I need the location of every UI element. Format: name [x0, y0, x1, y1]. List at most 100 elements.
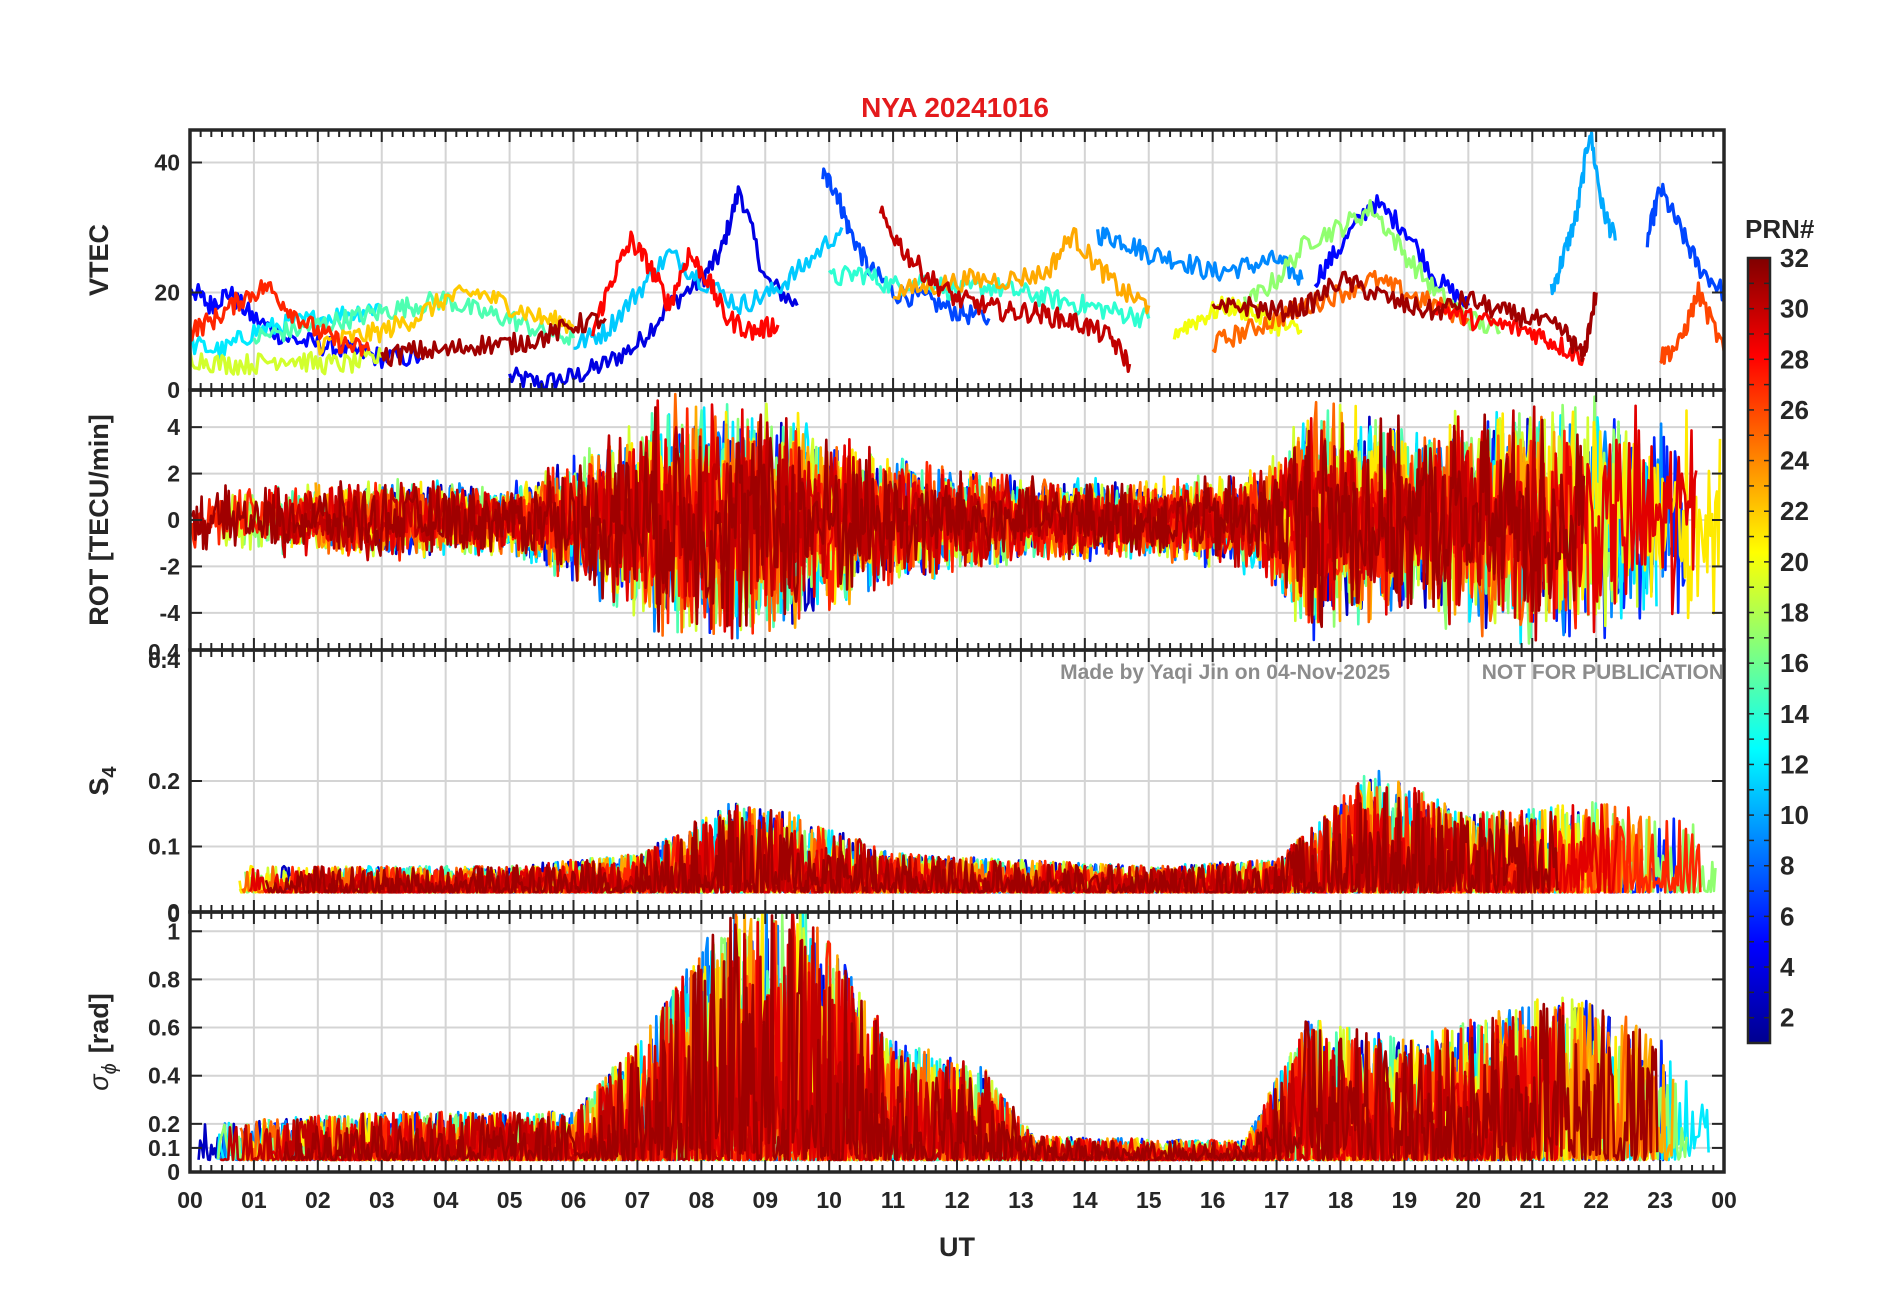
sigma-ytick-label: 0.2 [148, 1111, 180, 1137]
vtec-line-prn-17-11 [1243, 199, 1502, 335]
colorbar-tick-label: 28 [1780, 344, 1809, 374]
watermark-author: Made by Yaqi Jin on 04-Nov-2025 [1060, 661, 1390, 684]
colorbar-title: PRN# [1745, 214, 1815, 244]
s4-series [238, 769, 1717, 894]
colorbar-tick-label: 16 [1780, 648, 1809, 678]
rot-ylabel: ROT [TECU/min] [84, 414, 114, 625]
sigma-ytick-label: 0.6 [148, 1015, 180, 1041]
s4-ytick-label: 0.1 [148, 834, 180, 860]
vtec-line-prn-28-18 [591, 230, 780, 341]
s4-edge-label: 0.4 [148, 639, 180, 665]
x-tick-label: 05 [497, 1187, 523, 1213]
vtec-panel: 20 40 VTEC [84, 128, 1726, 392]
sigma-ytick-label: 1 [167, 918, 180, 944]
colorbar-tick-label: 24 [1780, 446, 1809, 476]
vtec-line-prn-7-2 [821, 167, 991, 326]
vtec-line-prn-22-14 [316, 284, 575, 356]
rot-edge-label: 0 [167, 377, 180, 403]
x-tick-label: 06 [561, 1187, 587, 1213]
x-tick-label: 03 [369, 1187, 395, 1213]
s4-zero-edge: 0 [167, 901, 180, 927]
sigma-ytick-label: 0.4 [148, 1063, 180, 1089]
colorbar-tick-label: 6 [1780, 901, 1794, 931]
x-tick-label: 00 [177, 1187, 203, 1213]
colorbar-tick-label: 18 [1780, 598, 1809, 628]
x-tick-label: 09 [752, 1187, 778, 1213]
colorbar-tick-label: 10 [1780, 800, 1809, 830]
vtec-line-prn-5-4 [1313, 194, 1470, 308]
colorbar-tick-label: 22 [1780, 496, 1809, 526]
x-tick-label: 01 [241, 1187, 267, 1213]
s4-line-prn-31 [264, 792, 1560, 894]
vtec-ytick-label: 20 [154, 280, 180, 306]
x-tick-label: 04 [433, 1187, 459, 1213]
vtec-line-prn-10-5 [1549, 131, 1617, 296]
rot-ytick-label: 2 [167, 461, 180, 487]
x-tick-label: 18 [1328, 1187, 1354, 1213]
colorbar-tick-label: 12 [1780, 749, 1809, 779]
colorbar-tick-label: 14 [1780, 699, 1809, 729]
colorbar-tick-label: 4 [1780, 952, 1795, 982]
colorbar-tick-label: 32 [1780, 243, 1809, 273]
x-tick-label: 22 [1583, 1187, 1609, 1213]
x-tick-label: 20 [1456, 1187, 1482, 1213]
rot-panel: -4 -2 0 2 4 0 0.4 ROT [TECU/min] [84, 377, 1726, 673]
x-tick-label: 21 [1519, 1187, 1545, 1213]
vtec-line-prn-19-12 [190, 347, 384, 376]
x-tick-label: 11 [881, 1187, 906, 1213]
vtec-ylabel: VTEC [84, 224, 114, 296]
vtec-line-prn-31-23 [1211, 270, 1598, 362]
sigma-ytick-label: 0 [167, 1159, 180, 1185]
sigma-line-prn-31 [282, 914, 1659, 1162]
x-tick-label: 08 [689, 1187, 715, 1213]
colorbar-tick-label: 20 [1780, 547, 1809, 577]
x-tick-label: 10 [816, 1187, 842, 1213]
vtec-line-prn-25-16 [1211, 269, 1470, 353]
x-tick-label: 13 [1008, 1187, 1034, 1213]
vtec-line-prn-23-15 [892, 227, 1151, 315]
rot-ytick-label: 4 [167, 414, 180, 440]
rot-ytick-label: -4 [160, 600, 181, 626]
vtec-line-prn-30-21 [878, 205, 1132, 373]
colorbar-tick-label: 30 [1780, 294, 1809, 324]
x-tick-label: 12 [944, 1187, 970, 1213]
x-tick-label: 02 [305, 1187, 331, 1213]
vtec-line-prn-7-6 [1645, 182, 1724, 302]
x-axis-label: UT [939, 1232, 975, 1262]
x-tick-label: 17 [1264, 1187, 1290, 1213]
watermark-notice: NOT FOR PUBLICATION [1482, 661, 1724, 684]
colorbar-gradient [1746, 256, 1772, 1045]
rot-series [190, 392, 1722, 645]
chart-title: NYA 20241016 [861, 92, 1049, 123]
x-tick-label: 16 [1200, 1187, 1226, 1213]
rot-ytick-label: -2 [160, 553, 180, 579]
s4-ytick-label: 0.2 [148, 768, 180, 794]
vtec-line-prn-27-17 [190, 279, 371, 357]
rot-edge-label: 0.4 [148, 647, 180, 673]
sigma-ytick-label: 0.1 [148, 1135, 180, 1161]
vtec-line-prn-31-22 [380, 311, 607, 367]
vtec-line-prn-26-20 [1659, 281, 1724, 365]
colorbar-tick-label: 26 [1780, 395, 1809, 425]
s4-ylabel: S4 [84, 766, 121, 796]
x-tick-label: 00 [1711, 1187, 1737, 1213]
vtec-line-prn-9-3 [1096, 226, 1304, 286]
colorbar-tick-label: 8 [1780, 851, 1794, 881]
sigma-series [197, 912, 1710, 1162]
vtec-ytick-label: 40 [154, 150, 180, 176]
colorbar-tick-label: 2 [1780, 1003, 1794, 1033]
sigma-ylabel: σϕ[rad] [84, 993, 121, 1090]
x-tick-label: 19 [1392, 1187, 1418, 1213]
x-tick-label: 15 [1136, 1187, 1162, 1213]
x-tick-label: 07 [625, 1187, 651, 1213]
vtec-series [190, 131, 1724, 390]
sigma-panel: 00.10.2 0.4 0.6 0.8 1 σϕ[rad] [84, 910, 1726, 1185]
sigma-ytick-label: 0.8 [148, 966, 180, 992]
x-tick-label: 23 [1647, 1187, 1673, 1213]
rot-ytick-label: 0 [167, 507, 180, 533]
rot-line-prn-31 [190, 406, 1586, 633]
s4-ytick-label: 0 [167, 899, 180, 925]
